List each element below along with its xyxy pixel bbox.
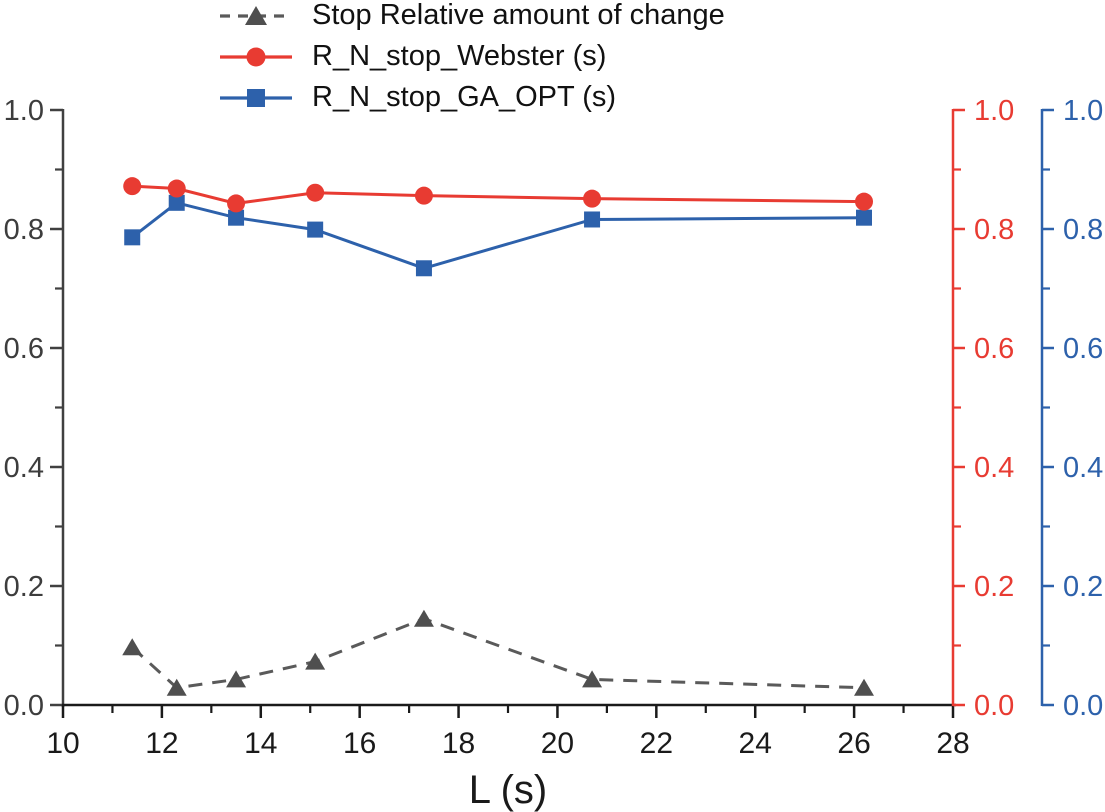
square-series-marker [307,221,324,238]
square-series-marker [415,260,432,277]
legend-label: R_N_stop_Webster (s) [312,40,607,72]
square-series-marker [856,209,872,226]
x-axis-tick-label: 14 [244,727,277,760]
triangle-series-line [131,617,865,690]
circle-series-marker [855,192,873,211]
square-series-marker [124,229,141,246]
right-red-axis-tick-label: 0.6 [974,333,1014,365]
right-blue-axis-tick-label: 0.4 [1063,452,1103,484]
triangle-series-marker [226,670,247,688]
right-blue-axis-tick-label: 1.0 [1063,95,1103,127]
x-axis-title: L (s) [469,768,548,812]
circle-marker-icon [220,47,292,66]
x-axis-tick-label: 26 [837,727,870,760]
left-axis-tick-label: 1.0 [4,95,44,127]
circle-series-marker [414,186,433,205]
left-axis-tick-label: 0.0 [4,690,44,722]
legend-sample-marker [247,88,265,107]
circle-series-marker [583,189,602,208]
legend-label: R_N_stop_GA_OPT (s) [312,81,617,113]
left-axis-tick-label: 0.6 [4,333,44,365]
circle-series-marker [227,194,246,213]
square-marker-icon [220,88,292,107]
left-axis-tick-label: 0.4 [4,452,44,484]
legend-sample-marker [245,5,267,25]
triangle-series-marker [413,609,434,627]
x-axis-tick-label: 10 [46,727,79,760]
right-red-axis-tick-label: 1.0 [974,95,1014,127]
triangle-series-marker [305,652,326,670]
legend-item-webster: R_N_stop_Webster (s) [216,36,725,77]
left-axis-tick-label: 0.2 [4,571,44,603]
legend-item-ga-opt: R_N_stop_GA_OPT (s) [216,77,725,118]
triangle-marker-icon [220,5,292,25]
right-blue-axis-tick-label: 0.6 [1063,333,1103,365]
legend-item-stop-relative-change: Stop Relative amount of change [216,0,725,36]
triangle-series-marker [166,678,187,696]
triangle-series-marker [122,638,143,656]
triangle-series-marker [854,678,874,696]
triangle-series-marker [582,670,603,688]
x-axis-tick-label: 24 [739,727,772,760]
right-blue-axis-tick-label: 0.2 [1063,571,1103,603]
x-axis-tick-label: 16 [343,727,376,760]
square-series-marker [584,211,601,228]
x-axis-tick-label: 28 [936,727,969,760]
left-axis-tick-label: 0.8 [4,214,44,246]
x-axis-tick-label: 22 [640,727,673,760]
chart-legend: Stop Relative amount of change R_N_stop_… [216,0,725,118]
x-axis-tick-label: 12 [145,727,178,760]
right-red-axis-tick-label: 0.0 [974,690,1014,722]
x-axis-tick-label: 18 [442,727,475,760]
x-axis-tick-label: 20 [541,727,574,760]
right-red-axis-tick-label: 0.2 [974,571,1014,603]
right-red-axis-tick-label: 0.8 [974,214,1014,246]
circle-series-marker [306,183,325,202]
right-blue-axis-tick-label: 0.0 [1063,690,1103,722]
legend-sample-marker [246,47,266,66]
square-series-marker [228,209,245,226]
circle-series-marker [167,179,186,198]
circle-series-marker [123,177,142,196]
right-blue-axis-tick-label: 0.8 [1063,214,1103,246]
right-red-axis-tick-label: 0.4 [974,452,1014,484]
square-series-marker [168,194,185,211]
legend-label: Stop Relative amount of change [312,0,725,31]
